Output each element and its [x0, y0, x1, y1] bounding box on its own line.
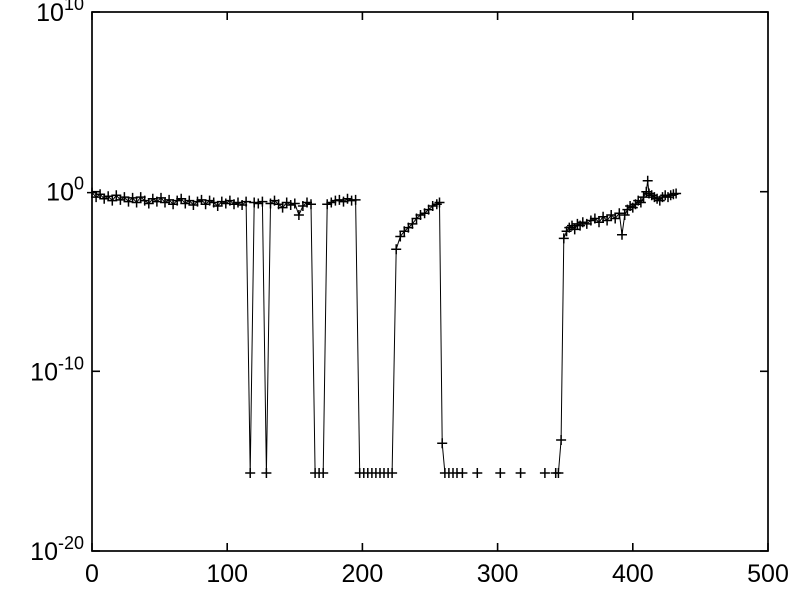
series-markers	[87, 187, 462, 478]
series-line	[91, 192, 457, 474]
isolated-floor-markers	[457, 468, 561, 478]
series-segment-2	[553, 175, 682, 478]
series-segment-1	[87, 187, 462, 478]
x-tick-label: 400	[612, 560, 654, 588]
x-axis: 0 100 200 300 400 500	[85, 12, 789, 588]
x-tick-label: 100	[206, 560, 248, 588]
axes-box	[91, 11, 769, 552]
x-tick-label: 200	[342, 560, 384, 588]
x-tick-label: 500	[747, 560, 789, 588]
y-axis: 1010 100 10-10 10-20	[30, 0, 768, 566]
series-markers	[553, 175, 682, 478]
x-tick-label: 0	[85, 560, 99, 588]
y-tick-label: 1010	[36, 0, 84, 27]
y-tick-label: 100	[46, 174, 84, 207]
x-tick-label: 300	[477, 560, 519, 588]
y-tick-label: 10-10	[30, 353, 84, 386]
y-tick-label: 10-20	[30, 533, 84, 566]
